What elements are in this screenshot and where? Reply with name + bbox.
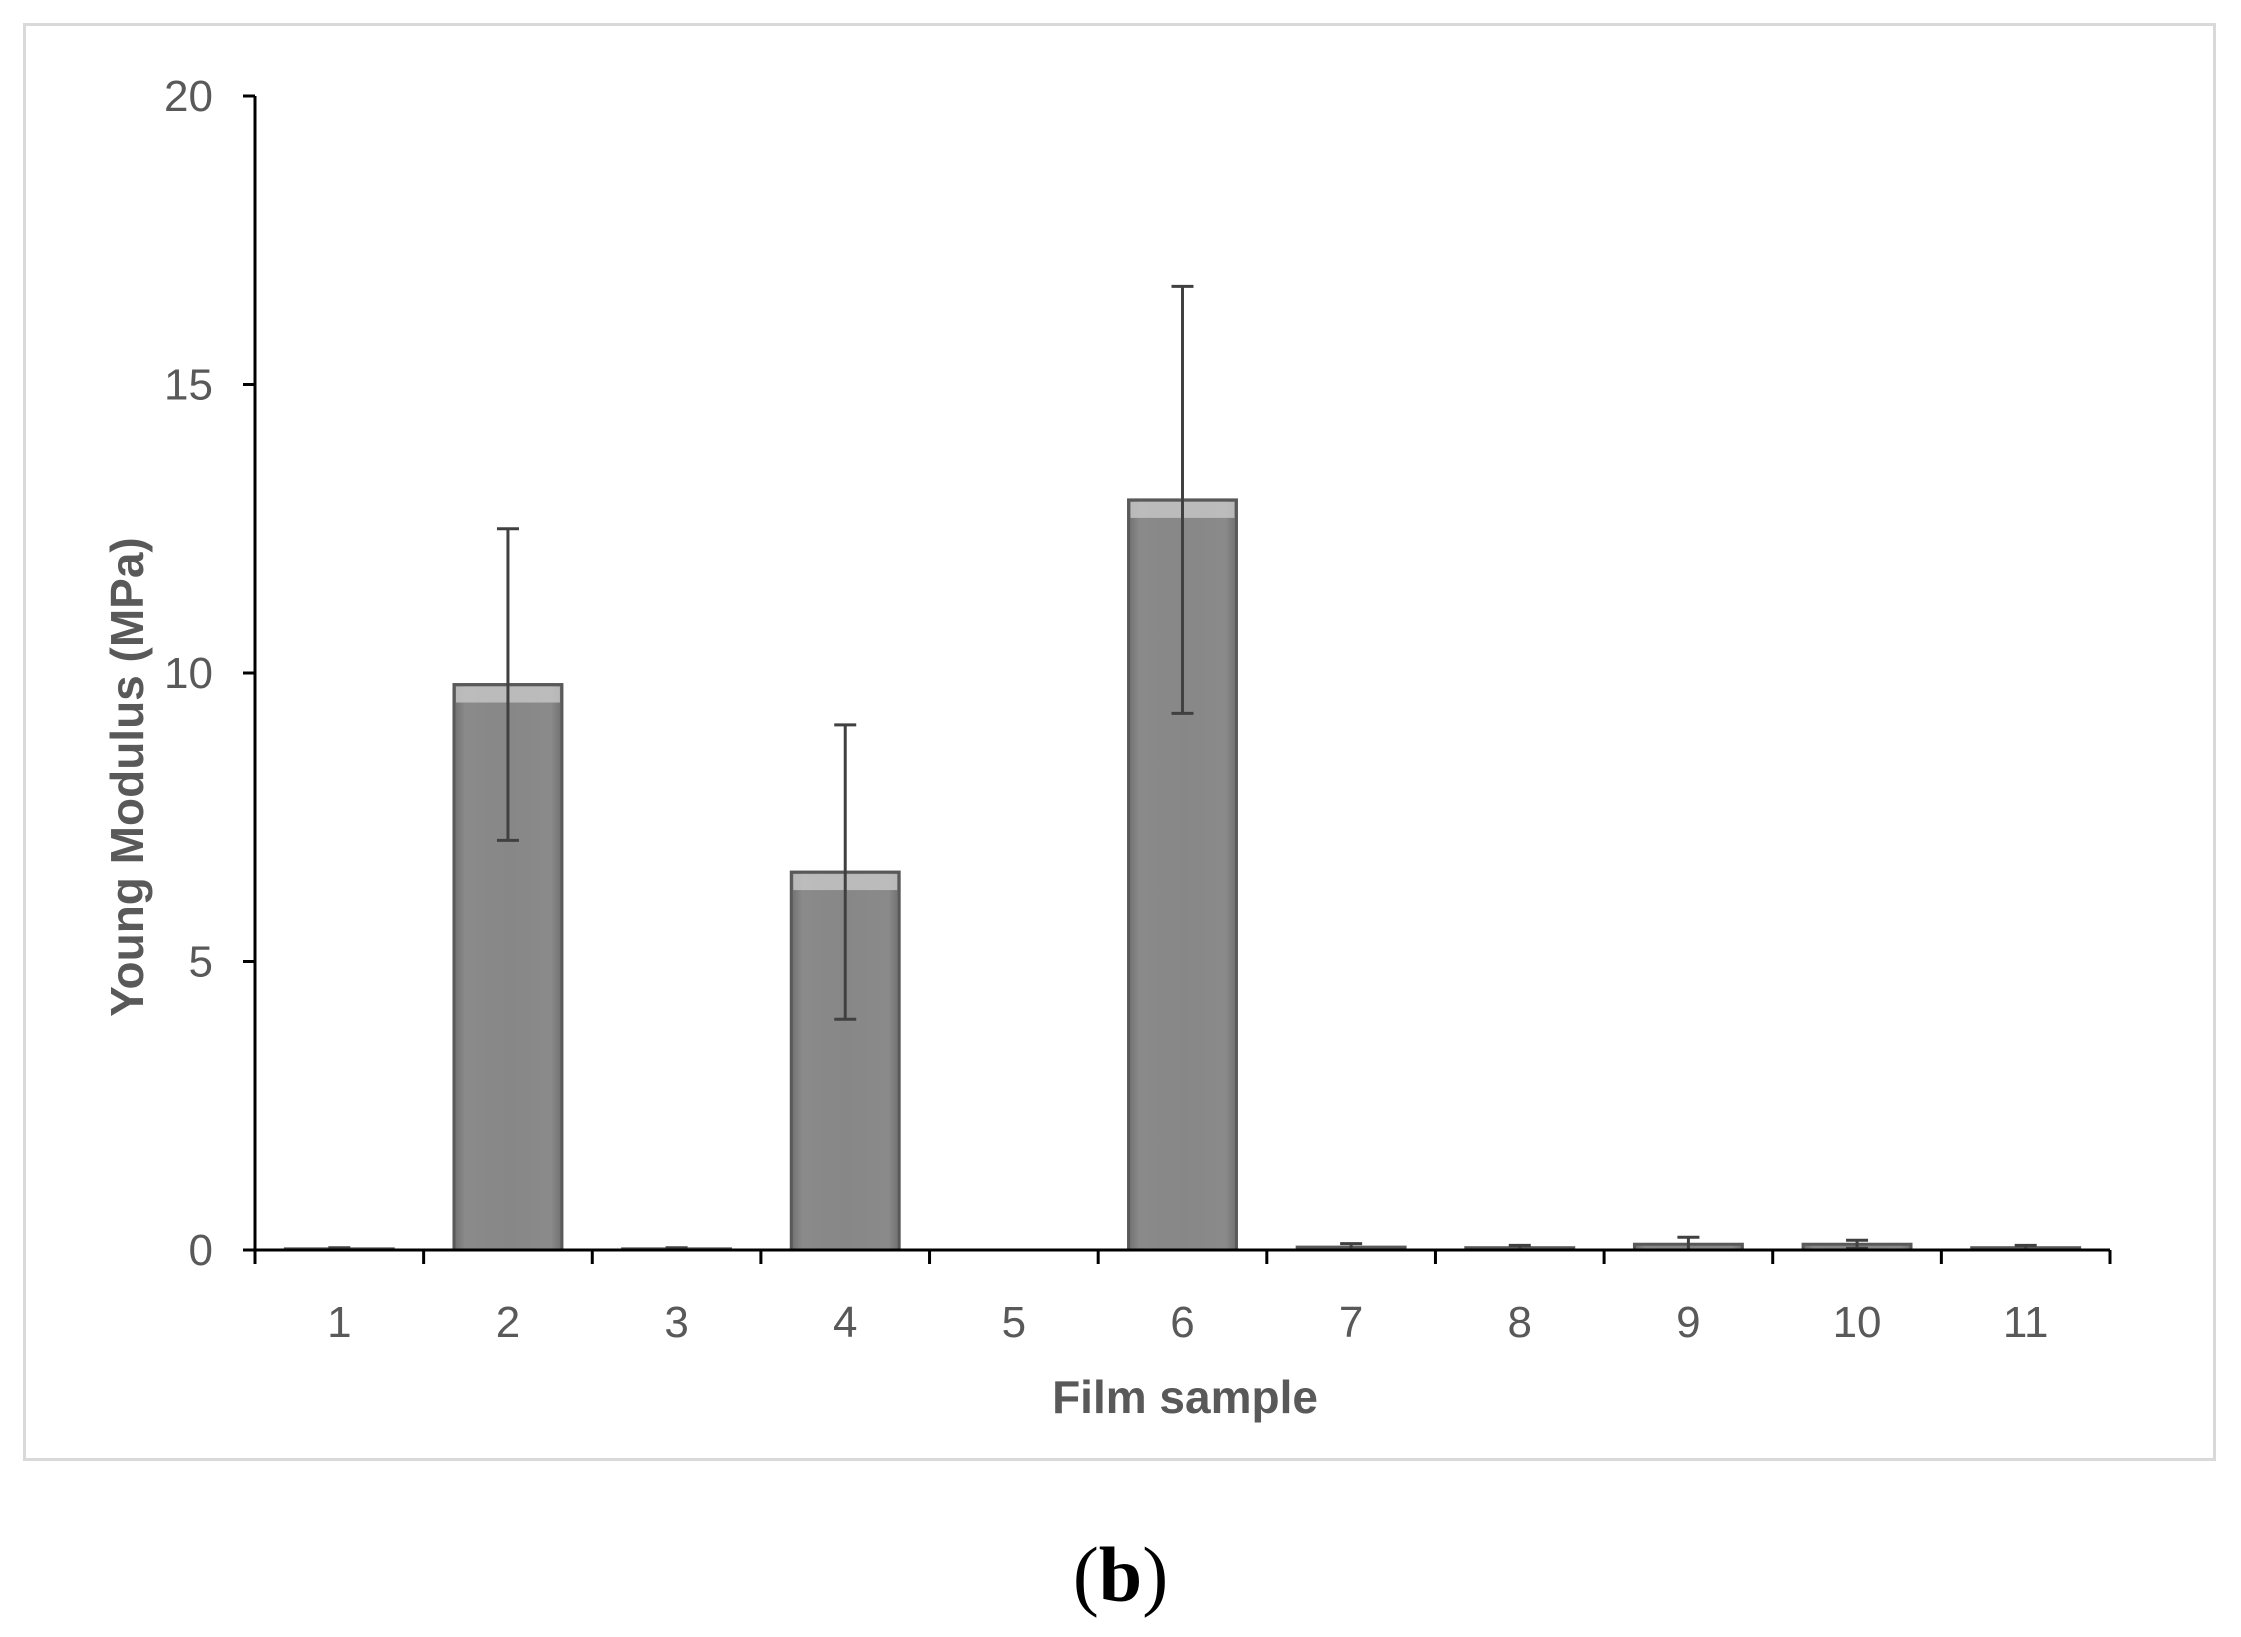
x-tick-label: 9 — [1676, 1298, 1700, 1347]
y-tick-label: 20 — [164, 72, 213, 121]
x-tick-label: 10 — [1833, 1298, 1882, 1347]
chart-frame — [23, 23, 2216, 1461]
error-bar-2 — [496, 527, 519, 842]
x-tick-label: 1 — [327, 1298, 351, 1347]
x-tick-label: 7 — [1339, 1298, 1363, 1347]
x-tick-label: 11 — [2003, 1298, 2049, 1347]
panel-letter: b — [1098, 1531, 1143, 1618]
error-bar-6 — [1171, 284, 1194, 715]
x-tick-label: 3 — [664, 1298, 688, 1347]
x-axis-title: Film sample — [1052, 1371, 1318, 1423]
error-bar-10 — [1846, 1238, 1869, 1250]
x-tick-label: 2 — [496, 1298, 520, 1347]
panel-label: (b) — [1072, 1531, 1169, 1618]
y-tick-label: 10 — [164, 649, 213, 698]
error-bar-4 — [834, 723, 857, 1021]
x-tick-label: 6 — [1170, 1298, 1194, 1347]
y-tick-label: 15 — [164, 361, 213, 410]
y-tick-label: 0 — [189, 1226, 213, 1275]
x-tick-label: 8 — [1508, 1298, 1532, 1347]
y-tick-label: 5 — [189, 938, 213, 987]
x-tick-label: 5 — [1002, 1298, 1026, 1347]
x-tick-label: 4 — [833, 1298, 857, 1347]
y-axis-title: Young Modulus (MPa) — [101, 537, 153, 1017]
